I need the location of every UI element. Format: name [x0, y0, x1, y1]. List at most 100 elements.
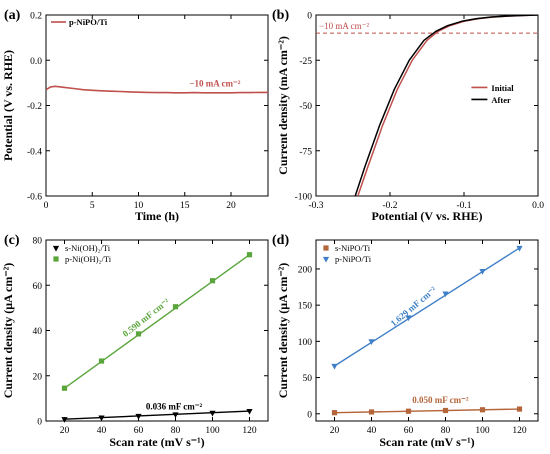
legend-label: s-Ni(OH)₂/Ti [65, 243, 111, 253]
data-point [246, 252, 253, 258]
fit-line [64, 254, 250, 389]
x-tick-label: 120 [512, 426, 527, 436]
x-axis-label: Time (h) [135, 209, 179, 223]
data-point [323, 245, 329, 251]
plot-frame [45, 14, 269, 197]
y-tick-label: 0 [37, 418, 42, 428]
y-tick-label: -0.4 [27, 147, 42, 157]
annotation-reference: −10 mA cm⁻² [319, 21, 369, 31]
panel-d: 20 40 60 80 100 120 0 50 100 150 200 Scan rate (mV … [272, 233, 539, 449]
plot-frame [315, 14, 539, 197]
legend-label: p-Ni(OH)₂/Ti [65, 254, 112, 264]
x-tick-label: -0.2 [382, 201, 397, 211]
x-tick-label: 60 [404, 426, 414, 436]
x-tick-label: 60 [134, 426, 144, 436]
series-line-after [354, 15, 538, 196]
panel-label: (c) [4, 233, 20, 248]
annotation-current: −10 mA cm⁻² [189, 78, 240, 88]
slope-label: 0.050 mF cm⁻² [412, 395, 469, 405]
x-tick-label: 100 [205, 426, 220, 436]
x-axis-label: Scan rate (mV s⁻¹) [379, 435, 474, 449]
data-point [442, 407, 449, 414]
data-point [61, 417, 68, 423]
panel-a: 0 5 10 15 20 0.2 0.0 -0.2 -0.4 -0.6 Time (h) Potent… [1, 8, 269, 223]
y-tick-label: -25 [299, 57, 312, 67]
x-tick-label: 80 [171, 426, 181, 436]
y-tick-label: -0.6 [27, 193, 42, 203]
y-tick-label: 20 [33, 372, 43, 382]
series-line-initial [357, 15, 538, 196]
data-point [442, 291, 449, 298]
data-point [172, 304, 179, 310]
y-tick-label: 0.0 [30, 57, 42, 67]
x-tick-label: 15 [180, 201, 190, 211]
data-point [322, 256, 330, 263]
data-point [405, 315, 412, 322]
fit-line [334, 247, 520, 367]
data-point [53, 256, 59, 262]
panel-label: (b) [272, 8, 289, 23]
x-tick-label: 80 [441, 426, 451, 436]
y-tick-label: 200 [298, 265, 313, 275]
x-axis-label: Potential (V vs. RHE) [371, 209, 482, 223]
x-tick-label: 0.0 [532, 201, 544, 211]
data-point [368, 409, 375, 415]
data-point [331, 363, 338, 370]
data-point [135, 413, 142, 420]
x-tick-label: 20 [60, 426, 70, 436]
data-point [135, 331, 142, 337]
x-tick-label: 0 [44, 201, 49, 211]
x-tick-label: 40 [97, 426, 107, 436]
y-tick-label: 0 [307, 12, 312, 22]
y-tick-label: 0 [307, 410, 312, 420]
data-point [368, 339, 375, 345]
x-tick-label: 120 [242, 426, 257, 436]
x-tick-label: 100 [475, 426, 490, 436]
y-axis-label: Current density (μA cm⁻²) [276, 263, 290, 399]
fit-line [334, 408, 520, 414]
slope-label: 0.036 mF cm⁻² [146, 402, 203, 412]
plot-frame [315, 239, 539, 422]
x-tick-label: 20 [330, 426, 340, 436]
legend-label: p-NiPO/Ti [335, 254, 372, 264]
y-axis-label: Potential (V vs. RHE) [1, 50, 15, 161]
y-tick-label: -50 [299, 102, 312, 112]
data-point [98, 358, 105, 364]
y-tick-label: 40 [33, 327, 43, 337]
y-tick-label: 100 [298, 338, 313, 348]
y-tick-label: 80 [33, 237, 43, 247]
x-tick-label: -0.3 [308, 201, 323, 211]
y-tick-label: -0.2 [27, 102, 42, 112]
data-point [61, 385, 68, 391]
y-tick-label: -100 [295, 193, 313, 203]
data-point [405, 408, 412, 414]
slope-label: 0.590 mF cm⁻² [121, 296, 172, 339]
data-point [209, 410, 216, 417]
legend-label: After [491, 95, 511, 105]
y-tick-label: 50 [303, 374, 313, 384]
fit-line [64, 410, 250, 420]
y-axis-label: Current density (μA cm⁻²) [1, 263, 15, 399]
x-tick-label: 5 [90, 201, 95, 211]
data-point [172, 412, 179, 419]
y-tick-label: 60 [33, 282, 43, 292]
slope-label: 1.629 mF cm⁻² [389, 284, 439, 328]
plot-frame [45, 239, 269, 422]
panel-label: (d) [272, 233, 289, 248]
data-point [98, 415, 105, 422]
data-point [331, 410, 338, 416]
y-tick-label: -75 [299, 147, 312, 157]
data-point [479, 269, 486, 275]
panel-b: -0.3 -0.2 -0.1 0.0 0 -25 -50 -75 -100 Potential (… [272, 8, 544, 223]
y-axis-label: Current density (mA cm⁻²) [276, 36, 290, 175]
x-tick-label: 10 [134, 201, 144, 211]
legend-label: Initial [491, 83, 514, 93]
y-tick-label: 0.2 [30, 12, 42, 22]
x-tick-label: 20 [226, 201, 236, 211]
data-point [246, 408, 253, 415]
legend-label: s-NiPO/Ti [335, 243, 371, 253]
x-tick-label: -0.1 [456, 201, 471, 211]
data-point [516, 406, 523, 412]
